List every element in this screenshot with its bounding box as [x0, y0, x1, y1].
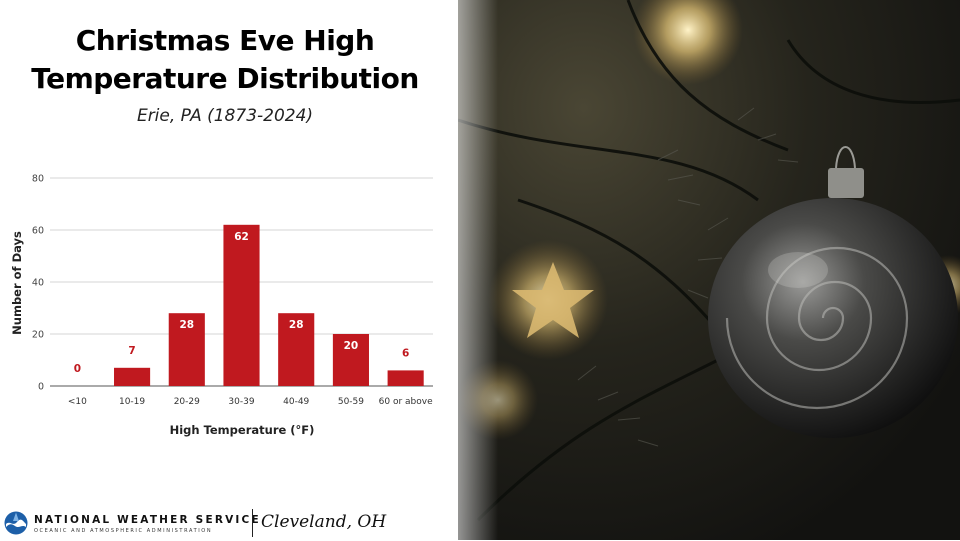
subtitle: Erie, PA (1873-2024)	[136, 106, 314, 126]
footer: NATIONAL WEATHER SERVICE OCEANIC AND ATM…	[0, 505, 458, 541]
title-line-2: Temperature Distribution	[31, 62, 419, 95]
bar	[223, 224, 260, 386]
y-tick-labels: 0 20 40 60 80	[32, 174, 44, 393]
christmas-ornament-photo	[458, 0, 960, 540]
footer-divider	[252, 509, 253, 537]
x-tick-label: 10-19	[119, 397, 145, 407]
bars	[114, 224, 424, 386]
x-axis-label: High Temperature (°F)	[170, 423, 315, 437]
data-labels: 0 7 28 62 28 20 6	[74, 231, 410, 375]
bar	[278, 313, 315, 386]
y-tick-label: 40	[32, 278, 44, 289]
bar-chart: 0 20 40 60 80 0 7 28 62 28 20 6 <10 10-19 20-29 30-39…	[10, 174, 433, 438]
bar	[114, 367, 151, 386]
data-label: 20	[344, 340, 359, 352]
data-label: 6	[402, 347, 409, 359]
bar	[387, 370, 424, 386]
noaa-logo-icon	[4, 511, 28, 535]
y-tick-label: 60	[32, 226, 44, 237]
x-tick-label: <10	[68, 397, 87, 407]
agency-subname: OCEANIC AND ATMOSPHERIC ADMINISTRATION	[34, 528, 213, 534]
y-axis-label: Number of Days	[10, 231, 24, 335]
x-tick-label: 20-29	[174, 397, 200, 407]
y-tick-label: 20	[32, 330, 44, 341]
data-label: 62	[234, 231, 249, 243]
data-label: 28	[289, 319, 304, 331]
bar	[332, 334, 369, 386]
agency-name: NATIONAL WEATHER SERVICE	[34, 514, 261, 526]
x-tick-label: 60 or above	[379, 397, 433, 407]
title-line-1: Christmas Eve High	[75, 24, 375, 57]
y-tick-label: 80	[32, 174, 44, 185]
data-label: 28	[179, 319, 194, 331]
bar	[168, 313, 205, 386]
x-tick-labels: <10 10-19 20-29 30-39 40-49 50-59 60 or above	[68, 397, 433, 407]
data-label: 0	[74, 363, 81, 375]
data-label: 7	[128, 345, 135, 357]
office-name: Cleveland, OH	[261, 512, 387, 532]
chart-panel: Christmas Eve High Temperature Distribut…	[0, 0, 458, 540]
x-tick-label: 40-49	[283, 397, 309, 407]
y-tick-label: 0	[38, 382, 44, 393]
x-tick-label: 50-59	[338, 397, 364, 407]
x-tick-label: 30-39	[228, 397, 254, 407]
page-title: Christmas Eve High Temperature Distribut…	[0, 22, 450, 98]
